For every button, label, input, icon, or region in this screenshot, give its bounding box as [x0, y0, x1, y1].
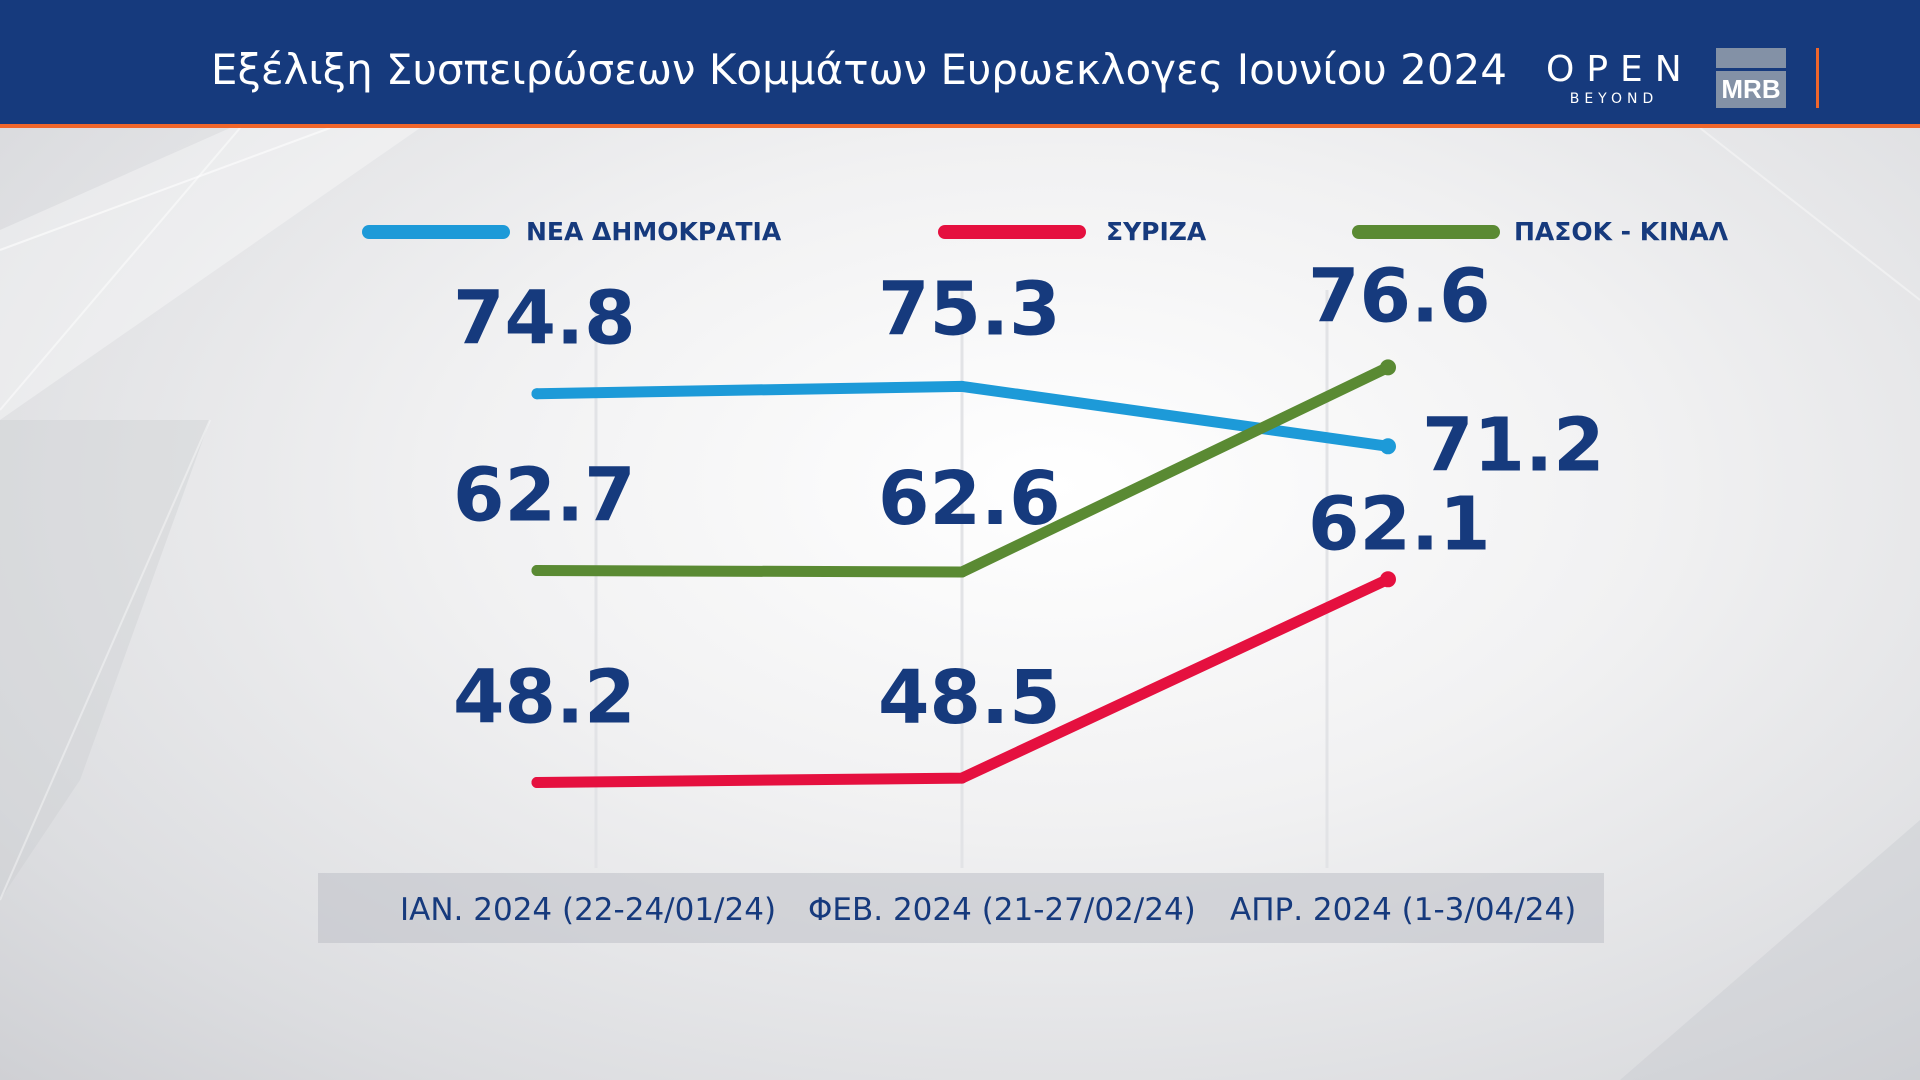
data-label-syriza-1: 48.5	[878, 655, 1061, 741]
data-point-pasok-2	[1380, 359, 1396, 376]
data-point-pasok-0	[531, 565, 543, 577]
data-label-syriza-0: 48.2	[453, 654, 636, 740]
x-axis-band	[318, 873, 1604, 943]
mrb-logo-text: MRB	[1716, 71, 1786, 108]
open-logo: OPEN BEYOND	[1546, 50, 1682, 110]
mrb-logo-bar	[1716, 48, 1786, 68]
header-divider	[1816, 48, 1819, 108]
open-logo-text: OPEN	[1546, 49, 1694, 90]
data-label-pasok-0: 62.7	[453, 453, 636, 539]
open-logo-subtext: BEYOND	[1569, 91, 1659, 107]
legend-label-pasok: ΠΑΣΟΚ - ΚΙΝΑΛ	[1514, 217, 1729, 246]
legend-swatch-syriza	[938, 225, 1086, 239]
header-bar: Εξέλιξη Συσπειρώσεων Κομμάτων Ευρωεκλογε…	[0, 0, 1920, 124]
x-tick-label-1: ΦΕΒ. 2024 (21-27/02/24)	[808, 892, 1196, 928]
data-point-nd-2	[1380, 438, 1396, 455]
data-label-nd-0: 74.8	[453, 276, 636, 362]
mrb-logo: MRB	[1716, 48, 1786, 108]
data-label-nd-1: 75.3	[878, 266, 1061, 352]
x-tick-label-2: ΑΠΡ. 2024 (1-3/04/24)	[1230, 892, 1577, 928]
data-point-syriza-1	[956, 772, 968, 784]
data-point-syriza-2	[1380, 571, 1396, 588]
legend-label-nd: ΝΕΑ ΔΗΜΟΚΡΑΤΙΑ	[526, 217, 782, 246]
data-label-nd-2: 71.2	[1422, 402, 1605, 488]
legend-swatch-nd	[362, 225, 510, 239]
legend-swatch-pasok	[1352, 225, 1500, 239]
data-point-syriza-0	[531, 776, 543, 788]
data-point-pasok-1	[956, 566, 968, 578]
data-point-nd-0	[531, 388, 543, 400]
page-title: Εξέλιξη Συσπειρώσεων Κομμάτων Ευρωεκλογε…	[210, 45, 1507, 94]
legend-label-syriza: ΣΥΡΙΖΑ	[1106, 217, 1207, 246]
header-accent-line	[0, 124, 1920, 128]
data-point-nd-1	[956, 380, 968, 392]
data-label-pasok-2: 76.6	[1308, 253, 1491, 339]
data-label-syriza-2: 62.1	[1308, 481, 1491, 567]
data-label-pasok-1: 62.6	[878, 456, 1061, 542]
x-tick-label-0: ΙΑΝ. 2024 (22-24/01/24)	[400, 892, 777, 928]
